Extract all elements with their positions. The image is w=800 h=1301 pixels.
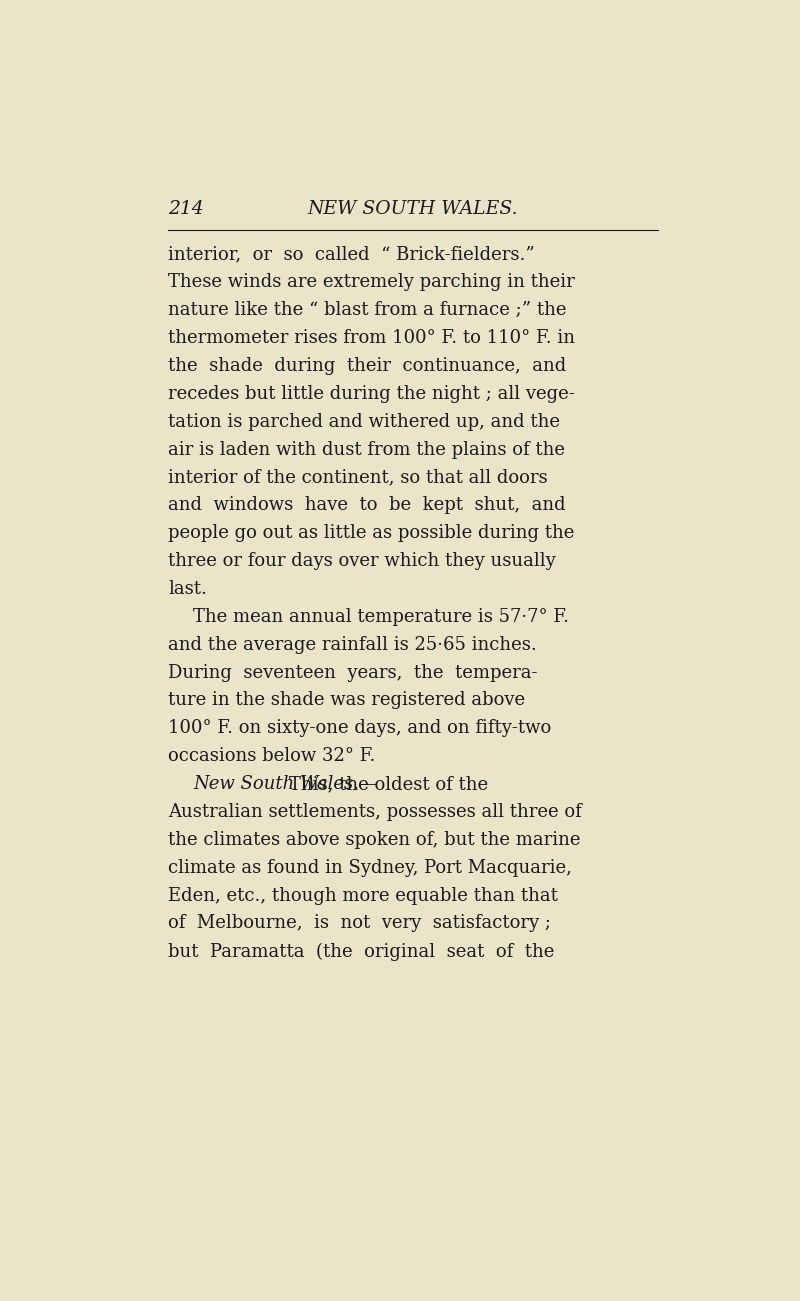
Text: 100° F. on sixty-one days, and on fifty-two: 100° F. on sixty-one days, and on fifty-… xyxy=(168,719,551,738)
Text: climate as found in Sydney, Port Macquarie,: climate as found in Sydney, Port Macquar… xyxy=(168,859,572,877)
Text: recedes but little during the night ; all vege-: recedes but little during the night ; al… xyxy=(168,385,575,403)
Text: last.: last. xyxy=(168,580,207,598)
Text: interior of the continent, so that all doors: interior of the continent, so that all d… xyxy=(168,468,548,487)
Text: tation is parched and withered up, and the: tation is parched and withered up, and t… xyxy=(168,412,560,431)
Text: nature like the “ blast from a furnace ;” the: nature like the “ blast from a furnace ;… xyxy=(168,302,566,319)
Text: occasions below 32° F.: occasions below 32° F. xyxy=(168,747,375,765)
Text: of  Melbourne,  is  not  very  satisfactory ;: of Melbourne, is not very satisfactory ; xyxy=(168,915,551,933)
Text: These winds are extremely parching in their: These winds are extremely parching in th… xyxy=(168,273,575,291)
Text: thermometer rises from 100° F. to 110° F. in: thermometer rises from 100° F. to 110° F… xyxy=(168,329,575,347)
Text: This, the oldest of the: This, the oldest of the xyxy=(289,775,488,794)
Text: but  Paramatta  (the  original  seat  of  the: but Paramatta (the original seat of the xyxy=(168,942,554,960)
Text: 214: 214 xyxy=(168,200,204,219)
Text: NEW SOUTH WALES.: NEW SOUTH WALES. xyxy=(308,200,518,219)
Text: The mean annual temperature is 57·7° F.: The mean annual temperature is 57·7° F. xyxy=(193,608,569,626)
Text: and  windows  have  to  be  kept  shut,  and: and windows have to be kept shut, and xyxy=(168,496,566,514)
Text: the  shade  during  their  continuance,  and: the shade during their continuance, and xyxy=(168,356,566,375)
Text: interior,  or  so  called  “ Brick-fielders.”: interior, or so called “ Brick-fielders.… xyxy=(168,246,535,263)
Text: New South Wales.—: New South Wales.— xyxy=(193,775,377,794)
Text: ture in the shade was registered above: ture in the shade was registered above xyxy=(168,691,526,709)
Text: Eden, etc., though more equable than that: Eden, etc., though more equable than tha… xyxy=(168,886,558,904)
Text: people go out as little as possible during the: people go out as little as possible duri… xyxy=(168,524,574,543)
Text: air is laden with dust from the plains of the: air is laden with dust from the plains o… xyxy=(168,441,565,458)
Text: Australian settlements, possesses all three of: Australian settlements, possesses all th… xyxy=(168,803,582,821)
Text: During  seventeen  years,  the  tempera-: During seventeen years, the tempera- xyxy=(168,664,538,682)
Text: three or four days over which they usually: three or four days over which they usual… xyxy=(168,552,556,570)
Text: the climates above spoken of, but the marine: the climates above spoken of, but the ma… xyxy=(168,831,581,848)
Text: and the average rainfall is 25·65 inches.: and the average rainfall is 25·65 inches… xyxy=(168,636,537,653)
